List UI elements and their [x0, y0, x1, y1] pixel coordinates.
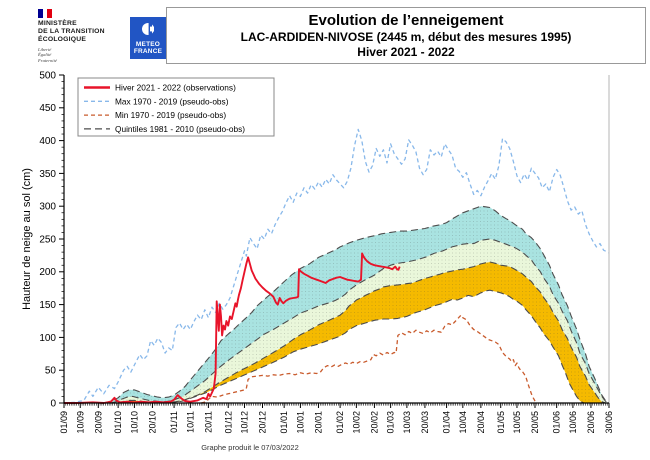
quintile-band-q1-q2-texture — [64, 262, 609, 403]
x-tick-label: 10/10 — [129, 411, 139, 434]
y-tick-label: 150 — [39, 300, 56, 311]
legend: Hiver 2021 - 2022 (observations) Max 1970… — [77, 77, 275, 137]
y-tick-label: 450 — [39, 103, 56, 114]
x-tick-label: 01/05 — [496, 411, 506, 434]
y-tick-label: 350 — [39, 169, 56, 180]
flag-red — [47, 9, 53, 18]
quintile-bands-layer — [64, 206, 609, 403]
ministry-line-2: DE LA TRANSITION — [38, 28, 105, 35]
ministry-logo: MINISTÈRE DE LA TRANSITION ÉCOLOGIQUE Li… — [38, 9, 130, 63]
legend-label: Hiver 2021 - 2022 (observations) — [115, 83, 236, 93]
chart-production-date: Graphe produit le 07/03/2022 — [201, 443, 299, 452]
x-tick-label: 10/02 — [351, 411, 361, 434]
x-tick-label: 20/01 — [314, 411, 324, 434]
ministry-motto: Liberté Égalité Fraternité — [38, 47, 57, 63]
y-tick-label: 50 — [45, 366, 57, 377]
series-line-max — [63, 128, 610, 404]
meteo-france-glyph-icon — [142, 23, 154, 35]
series-line-q4 — [103, 205, 608, 404]
x-tick-label: 01/09 — [59, 411, 69, 434]
x-tick-label: 10/06 — [568, 411, 578, 434]
axes-layer: 0 50 100 150 200 250 300 350 400 450 500 01/09 10/09… — [21, 70, 614, 433]
x-tick-label: 01/01 — [279, 411, 289, 434]
x-tick-label: 20/05 — [530, 411, 540, 434]
x-tick-label: 10/04 — [458, 411, 468, 434]
chart-title: Evolution de l’enneigement — [308, 11, 504, 29]
x-tick-label: 20/04 — [476, 411, 486, 434]
flag-blue — [38, 9, 43, 18]
legend-label: Min 1970 - 2019 (pseudo-obs) — [115, 110, 226, 120]
x-tick-label: 01/03 — [386, 411, 396, 434]
x-tick-label: 20/10 — [147, 411, 157, 434]
x-tick-label: 01/10 — [113, 411, 123, 434]
y-tick-label: 200 — [39, 267, 56, 278]
y-tick-label: 100 — [39, 333, 56, 344]
snow-depth-chart: 0 50 100 150 200 250 300 350 400 450 500 01/09 10/09… — [0, 70, 650, 460]
y-tick-label: 400 — [39, 136, 56, 147]
x-tick-label: 20/06 — [586, 411, 596, 434]
x-tick-label: 01/12 — [223, 411, 233, 434]
y-tick-label: 250 — [39, 234, 56, 245]
meteo-france-logo: METEO FRANCE — [130, 17, 166, 59]
x-tick-label: 10/09 — [75, 411, 85, 434]
y-axis-title: Hauteur de neige au sol (cm) — [21, 168, 33, 310]
x-tick-label: 10/01 — [295, 411, 305, 434]
series-line-q2 — [117, 261, 606, 404]
x-tick-label: 20/12 — [258, 411, 268, 434]
legend-box — [77, 77, 275, 137]
x-tick-label: 01/06 — [552, 411, 562, 434]
y-tick-label: 0 — [50, 398, 56, 409]
x-tick-label: 01/02 — [335, 411, 345, 434]
x-tick-label: 10/05 — [512, 411, 522, 434]
x-tick-label: 10/03 — [402, 411, 412, 434]
series-line-obs — [64, 252, 401, 404]
snow-depth-chart-svg: 0 50 100 150 200 250 300 350 400 450 500 01/09 10/09… — [21, 70, 614, 433]
x-tick-label: 10/11 — [185, 411, 195, 433]
y-tick-label: 500 — [39, 70, 56, 81]
x-tick-label: 20/09 — [93, 411, 103, 434]
x-tick-label: 20/03 — [420, 411, 430, 434]
series-line-q1 — [168, 289, 584, 404]
legend-label: Max 1970 - 2019 (pseudo-obs) — [115, 96, 229, 106]
x-tick-label: 20/11 — [203, 411, 213, 433]
x-tick-label: 30/06 — [604, 411, 614, 434]
meteo-france-wordmark: METEO FRANCE — [133, 41, 163, 55]
chart-title-box: Evolution de l’enneigement LAC-ARDIDEN-N… — [166, 7, 646, 64]
chart-subtitle-station: LAC-ARDIDEN-NIVOSE (2445 m, début des me… — [240, 29, 572, 44]
x-tick-label: 10/12 — [240, 411, 250, 434]
x-tick-label: 20/02 — [369, 411, 379, 434]
ministry-line-1: MINISTÈRE — [38, 20, 77, 27]
y-tick-label: 300 — [39, 202, 56, 213]
chart-subtitle-season: Hiver 2021 - 2022 — [357, 44, 455, 59]
french-flag-icon — [38, 9, 53, 18]
x-tick-label: 01/04 — [442, 411, 452, 434]
x-tick-label: 01/11 — [169, 411, 179, 433]
legend-label: Quintiles 1981 - 2010 (pseudo-obs) — [115, 124, 245, 134]
flag-white — [42, 9, 48, 18]
ministry-line-3: ÉCOLOGIQUE — [38, 36, 87, 43]
